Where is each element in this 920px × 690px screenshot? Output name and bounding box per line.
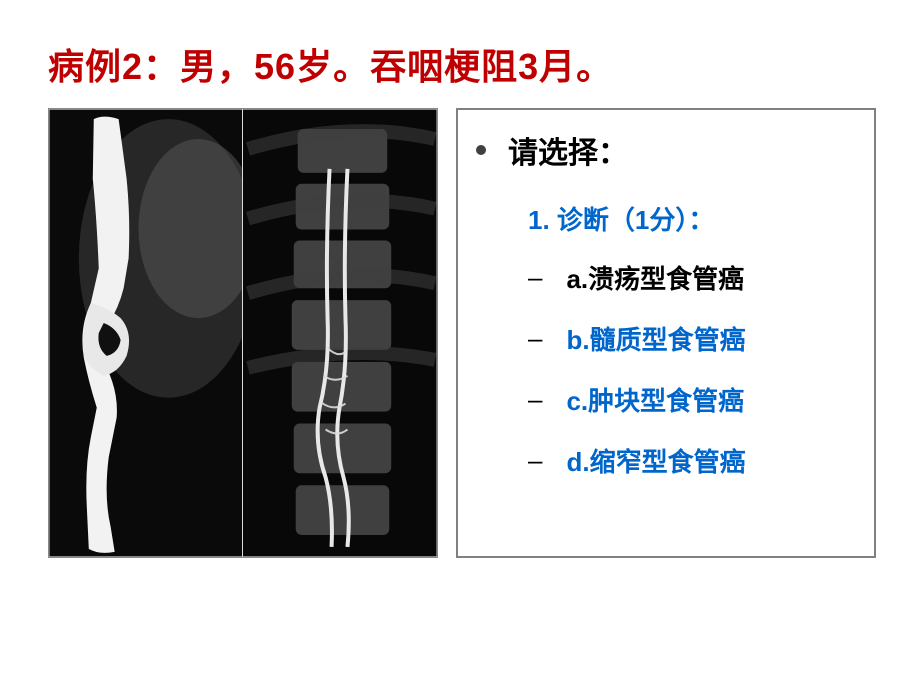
dash-icon: – bbox=[528, 384, 542, 415]
prompt-line: 请选择： bbox=[476, 128, 866, 172]
option-d-label: d.缩窄型食管癌 bbox=[566, 442, 745, 479]
option-c-label: c.肿块型食管癌 bbox=[566, 381, 744, 418]
option-b-label: b.髓质型食管癌 bbox=[566, 320, 745, 357]
dash-icon: – bbox=[528, 262, 542, 293]
content-row: 请选择： 1. 诊断（1分）： – a.溃疡型食管癌 – b.髓质型食管癌 – … bbox=[48, 108, 876, 558]
option-a[interactable]: – a.溃疡型食管癌 bbox=[528, 259, 866, 296]
option-a-label: a.溃疡型食管癌 bbox=[566, 259, 744, 296]
radiograph-svg bbox=[49, 109, 437, 557]
option-d[interactable]: – d.缩窄型食管癌 bbox=[528, 442, 866, 479]
dash-icon: – bbox=[528, 323, 542, 354]
dash-icon: – bbox=[528, 445, 542, 476]
option-b[interactable]: – b.髓质型食管癌 bbox=[528, 320, 866, 357]
question-text: 1. 诊断（1分）： bbox=[528, 200, 866, 237]
radiograph-image bbox=[48, 108, 438, 558]
option-c[interactable]: – c.肿块型食管癌 bbox=[528, 381, 866, 418]
case-title: 病例2：男，56岁。吞咽梗阻3月。 bbox=[48, 38, 613, 90]
bullet-icon bbox=[476, 145, 486, 155]
options-panel: 请选择： 1. 诊断（1分）： – a.溃疡型食管癌 – b.髓质型食管癌 – … bbox=[456, 108, 876, 558]
prompt-text: 请选择： bbox=[508, 128, 628, 172]
